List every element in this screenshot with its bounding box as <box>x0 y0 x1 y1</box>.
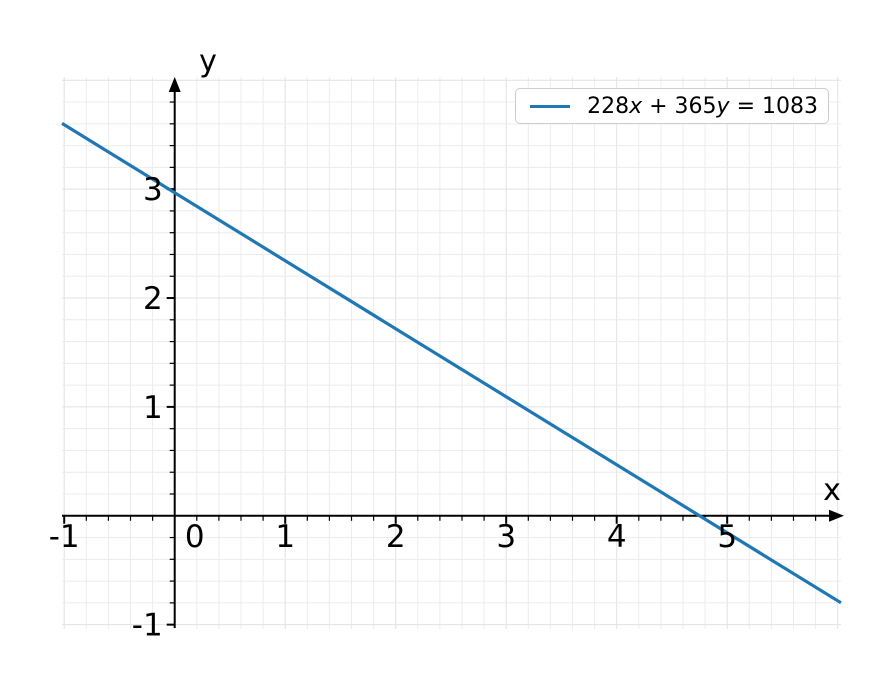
legend-line-sample <box>530 104 571 108</box>
x-tick-label: 2 <box>386 519 406 555</box>
x-tick-label: 0 <box>185 519 205 555</box>
legend: 228x + 365y = 1083 <box>515 88 829 124</box>
x-tick-label: 5 <box>717 519 737 555</box>
labels-group: x y -1 0 1 2 3 4 5 -1 1 2 3 <box>49 44 841 644</box>
y-tick-label: -1 <box>132 608 163 644</box>
legend-label-part: y <box>716 93 730 119</box>
x-tick-label: 1 <box>275 519 295 555</box>
legend-label-part: x <box>629 93 643 119</box>
legend-label-part: = 1083 <box>729 93 818 119</box>
x-axis-label: x <box>823 473 841 508</box>
y-axis-label: y <box>199 44 217 79</box>
y-tick-label: 1 <box>143 390 163 426</box>
equation-line <box>61 121 842 605</box>
legend-label: 228x + 365y = 1083 <box>581 94 818 119</box>
x-tick-label: 3 <box>496 519 516 555</box>
y-tick-label: 2 <box>143 281 163 317</box>
y-tick-label: 3 <box>143 172 163 208</box>
x-tick-label: -1 <box>49 519 80 555</box>
y-axis-arrow-icon <box>168 77 181 92</box>
legend-label-part: 228 <box>587 93 630 119</box>
x-tick-label: 4 <box>607 519 627 555</box>
legend-label-part: + 365 <box>642 93 717 119</box>
series-group <box>61 121 842 605</box>
x-axis-arrow-icon <box>829 509 844 522</box>
